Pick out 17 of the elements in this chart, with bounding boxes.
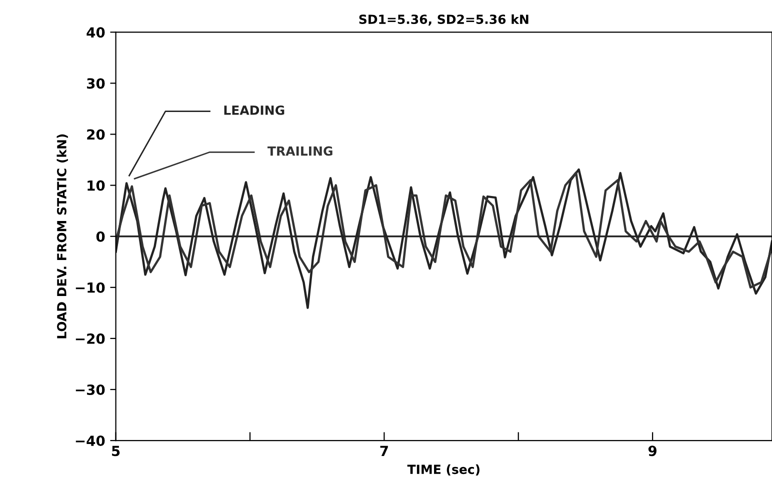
y-tick-label: −10 bbox=[76, 282, 105, 293]
text: LEADING bbox=[224, 105, 284, 115]
x-tick-label: 9 bbox=[648, 446, 657, 456]
y-tick-label: −40 bbox=[76, 436, 105, 446]
x-axis-title: TIME (sec) bbox=[407, 464, 480, 476]
x-tick-label: 5 bbox=[112, 446, 120, 456]
y-tick-label: −20 bbox=[76, 333, 105, 344]
y-tick-label: 30 bbox=[86, 78, 105, 89]
y-tick-label: 40 bbox=[86, 27, 105, 38]
y-tick-label: 0 bbox=[96, 231, 105, 242]
y-axis-title: LOAD DEV. FROM STATIC (kN) bbox=[56, 134, 68, 338]
x-tick-label: 7 bbox=[380, 446, 388, 456]
y-tick-label: −30 bbox=[76, 384, 105, 395]
y-tick-label: 20 bbox=[87, 129, 105, 140]
y-tick-label: 10 bbox=[88, 180, 105, 191]
chart-title: SD1=5.36, SD2=5.36 kN bbox=[359, 14, 528, 26]
text: TRAILING bbox=[268, 146, 332, 156]
